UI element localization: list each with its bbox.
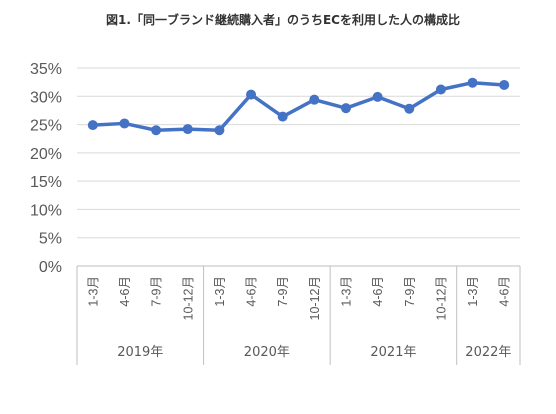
x-tick-label: 7-9月 <box>150 276 164 307</box>
year-label: 2022年 <box>465 345 511 360</box>
x-tick-label: 10-12月 <box>434 276 448 320</box>
year-label: 2019年 <box>117 345 163 360</box>
x-tick-label: 1-3月 <box>339 276 353 307</box>
data-point <box>340 103 351 114</box>
y-tick-label: 0% <box>39 259 62 276</box>
x-tick-label: 10-12月 <box>308 276 322 320</box>
chart-title: 図1.「同一ブランド継続購入者」のうちECを利用した人の構成比 <box>106 12 460 27</box>
data-point <box>499 79 510 90</box>
data-point <box>119 118 130 129</box>
y-tick-label: 20% <box>30 146 62 163</box>
series-line <box>92 80 505 132</box>
data-point <box>246 89 257 100</box>
x-tick-label: 1-3月 <box>213 276 227 307</box>
x-tick-label: 1-3月 <box>86 276 100 307</box>
data-point <box>404 103 415 114</box>
year-label: 2021年 <box>370 345 416 360</box>
data-point <box>151 125 162 136</box>
x-tick-label: 10-12月 <box>181 276 195 320</box>
y-tick-label: 25% <box>30 118 62 135</box>
x-tick-label: 7-9月 <box>403 276 417 307</box>
y-tick-label: 35% <box>30 61 62 78</box>
data-point <box>372 91 383 102</box>
y-tick-label: 10% <box>30 202 62 219</box>
y-tick-label: 15% <box>30 174 62 191</box>
x-tick-label: 1-3月 <box>466 276 480 307</box>
x-tick-label: 4-6月 <box>245 276 259 307</box>
data-point <box>435 84 446 95</box>
x-tick-label: 4-6月 <box>498 276 512 307</box>
y-tick-label: 30% <box>30 89 62 106</box>
data-point <box>87 120 98 131</box>
data-point <box>309 94 320 105</box>
x-tick-label: 7-9月 <box>276 276 290 307</box>
x-tick-label: 4-6月 <box>371 276 385 307</box>
data-point <box>467 77 478 88</box>
year-label: 2020年 <box>244 345 290 360</box>
data-point <box>277 111 288 122</box>
y-tick-label: 5% <box>39 231 62 248</box>
x-tick-label: 4-6月 <box>118 276 132 307</box>
data-point <box>182 124 193 135</box>
data-point <box>214 125 225 136</box>
